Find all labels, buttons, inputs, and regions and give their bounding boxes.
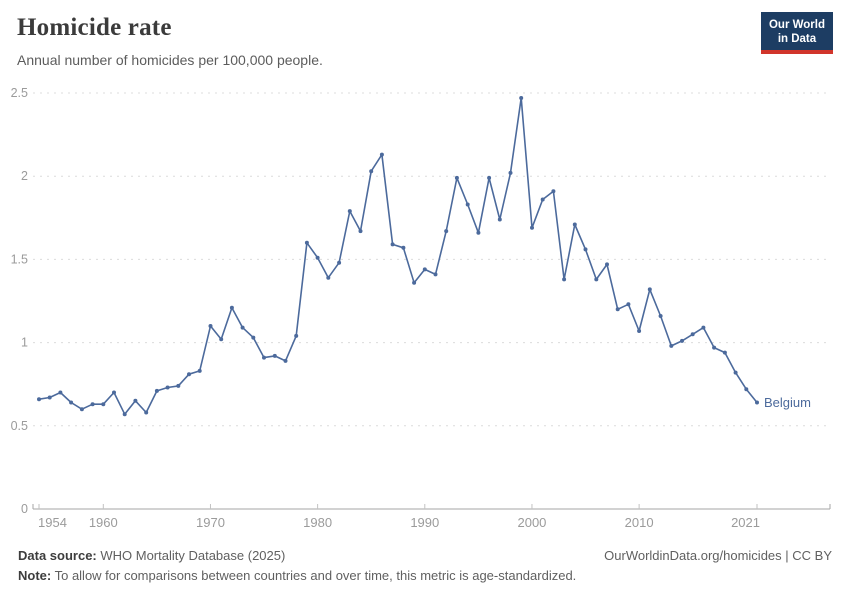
data-point-marker	[733, 370, 738, 375]
y-tick-label: 2	[21, 169, 28, 183]
data-point-marker	[219, 337, 224, 342]
data-point-marker	[412, 280, 417, 285]
x-tick-label: 2000	[517, 515, 546, 530]
data-point-marker	[454, 175, 459, 180]
data-point-marker	[229, 305, 234, 310]
data-point-marker	[122, 412, 127, 417]
y-tick-label: 0	[21, 502, 28, 516]
data-point-marker	[444, 229, 449, 234]
data-point-marker	[433, 272, 438, 277]
owid-logo-line2: in Data	[777, 33, 817, 45]
data-point-marker	[326, 275, 331, 280]
data-point-marker	[701, 325, 706, 330]
data-point-marker	[476, 230, 481, 235]
data-point-marker	[401, 245, 406, 250]
data-point-marker	[187, 372, 191, 377]
data-point-marker	[390, 242, 395, 247]
data-point-marker	[712, 345, 717, 350]
data-point-marker	[304, 240, 309, 245]
data-point-marker	[637, 329, 642, 333]
owid-logo-line1: Our World	[768, 19, 825, 31]
data-point-marker	[497, 217, 502, 222]
data-point-marker	[658, 314, 663, 318]
x-tick-label: 2021	[731, 515, 760, 530]
y-tick-label: 1.5	[11, 252, 28, 266]
entity-label-belgium[interactable]: Belgium	[764, 395, 811, 410]
data-point-marker	[722, 350, 727, 355]
data-point-marker	[669, 343, 674, 348]
data-point-marker	[487, 175, 492, 180]
data-point-marker	[615, 307, 620, 312]
data-point-marker	[744, 387, 749, 392]
x-tick-label: 2010	[625, 515, 654, 530]
data-point-marker	[583, 247, 588, 252]
data-point-marker	[508, 170, 513, 175]
line-chart-canvas: 0 0.5 1 1.5 2 2.5 1954 1960 1970 1980 1990 2000 2010…	[11, 86, 831, 530]
data-point-marker	[294, 333, 299, 338]
data-point-marker	[572, 222, 577, 227]
data-point-marker	[690, 332, 695, 337]
owid-logo[interactable]: Our World in Data	[760, 12, 833, 54]
data-point-marker	[90, 402, 95, 407]
data-point-marker	[47, 395, 52, 400]
data-point-marker	[422, 267, 427, 272]
data-point-marker	[337, 260, 342, 265]
data-point-marker	[530, 225, 534, 230]
data-point-marker	[197, 368, 202, 373]
x-tick-label: 1980	[303, 515, 332, 530]
y-tick-label: 2.5	[11, 86, 28, 100]
note-text: To allow for comparisons between countri…	[51, 568, 577, 583]
data-point-marker	[262, 355, 266, 360]
chart-subtitle: Annual number of homicides per 100,000 p…	[17, 52, 323, 68]
data-point-marker	[347, 209, 352, 214]
chart-footer: Data source: WHO Mortality Database (202…	[0, 542, 850, 600]
data-point-marker	[465, 202, 470, 207]
data-point-marker	[165, 385, 170, 390]
data-point-marker	[37, 397, 41, 402]
data-point-marker	[176, 383, 181, 388]
data-point-marker	[69, 400, 74, 405]
data-source-line: Data source: WHO Mortality Database (202…	[18, 548, 285, 563]
note-label: Note:	[18, 568, 52, 583]
data-point-marker	[358, 229, 363, 234]
owid-url-link[interactable]: OurWorldinData.org/homicides | CC BY	[604, 548, 832, 563]
data-point-marker	[208, 324, 213, 328]
data-point-marker	[58, 390, 63, 395]
data-point-marker	[647, 287, 652, 292]
data-source-label: Data source:	[18, 548, 97, 563]
y-tick-label: 0.5	[11, 419, 28, 433]
data-point-marker	[680, 338, 684, 343]
data-point-marker	[283, 358, 288, 363]
data-point-marker	[594, 277, 599, 282]
note-line: Note: To allow for comparisons between c…	[18, 568, 576, 583]
data-point-marker	[379, 152, 384, 157]
data-point-marker	[101, 402, 106, 407]
data-point-marker	[755, 400, 759, 405]
data-point-marker	[605, 262, 609, 267]
y-tick-label: 1	[21, 336, 28, 350]
data-point-marker	[315, 255, 320, 260]
data-point-marker	[540, 197, 545, 202]
data-source-text: WHO Mortality Database (2025)	[96, 548, 286, 563]
x-tick-label: 1990	[410, 515, 439, 530]
data-point-marker	[519, 96, 524, 100]
data-point-marker	[369, 169, 374, 174]
data-point-marker	[626, 302, 631, 307]
data-point-marker	[272, 353, 277, 358]
data-point-marker	[133, 398, 138, 403]
data-point-marker	[251, 335, 256, 340]
data-point-marker	[551, 189, 556, 194]
data-point-marker	[144, 410, 149, 415]
data-point-marker	[112, 390, 116, 395]
data-point-marker	[240, 325, 245, 330]
data-point-marker	[562, 277, 567, 282]
data-point-marker	[154, 388, 159, 393]
belgium-line-series	[38, 97, 758, 415]
page-title: Homicide rate	[17, 14, 172, 41]
data-point-marker	[79, 407, 84, 412]
x-tick-label: 1970	[196, 515, 225, 530]
x-tick-label: 1960	[89, 515, 118, 530]
x-tick-label: 1954	[38, 515, 67, 530]
